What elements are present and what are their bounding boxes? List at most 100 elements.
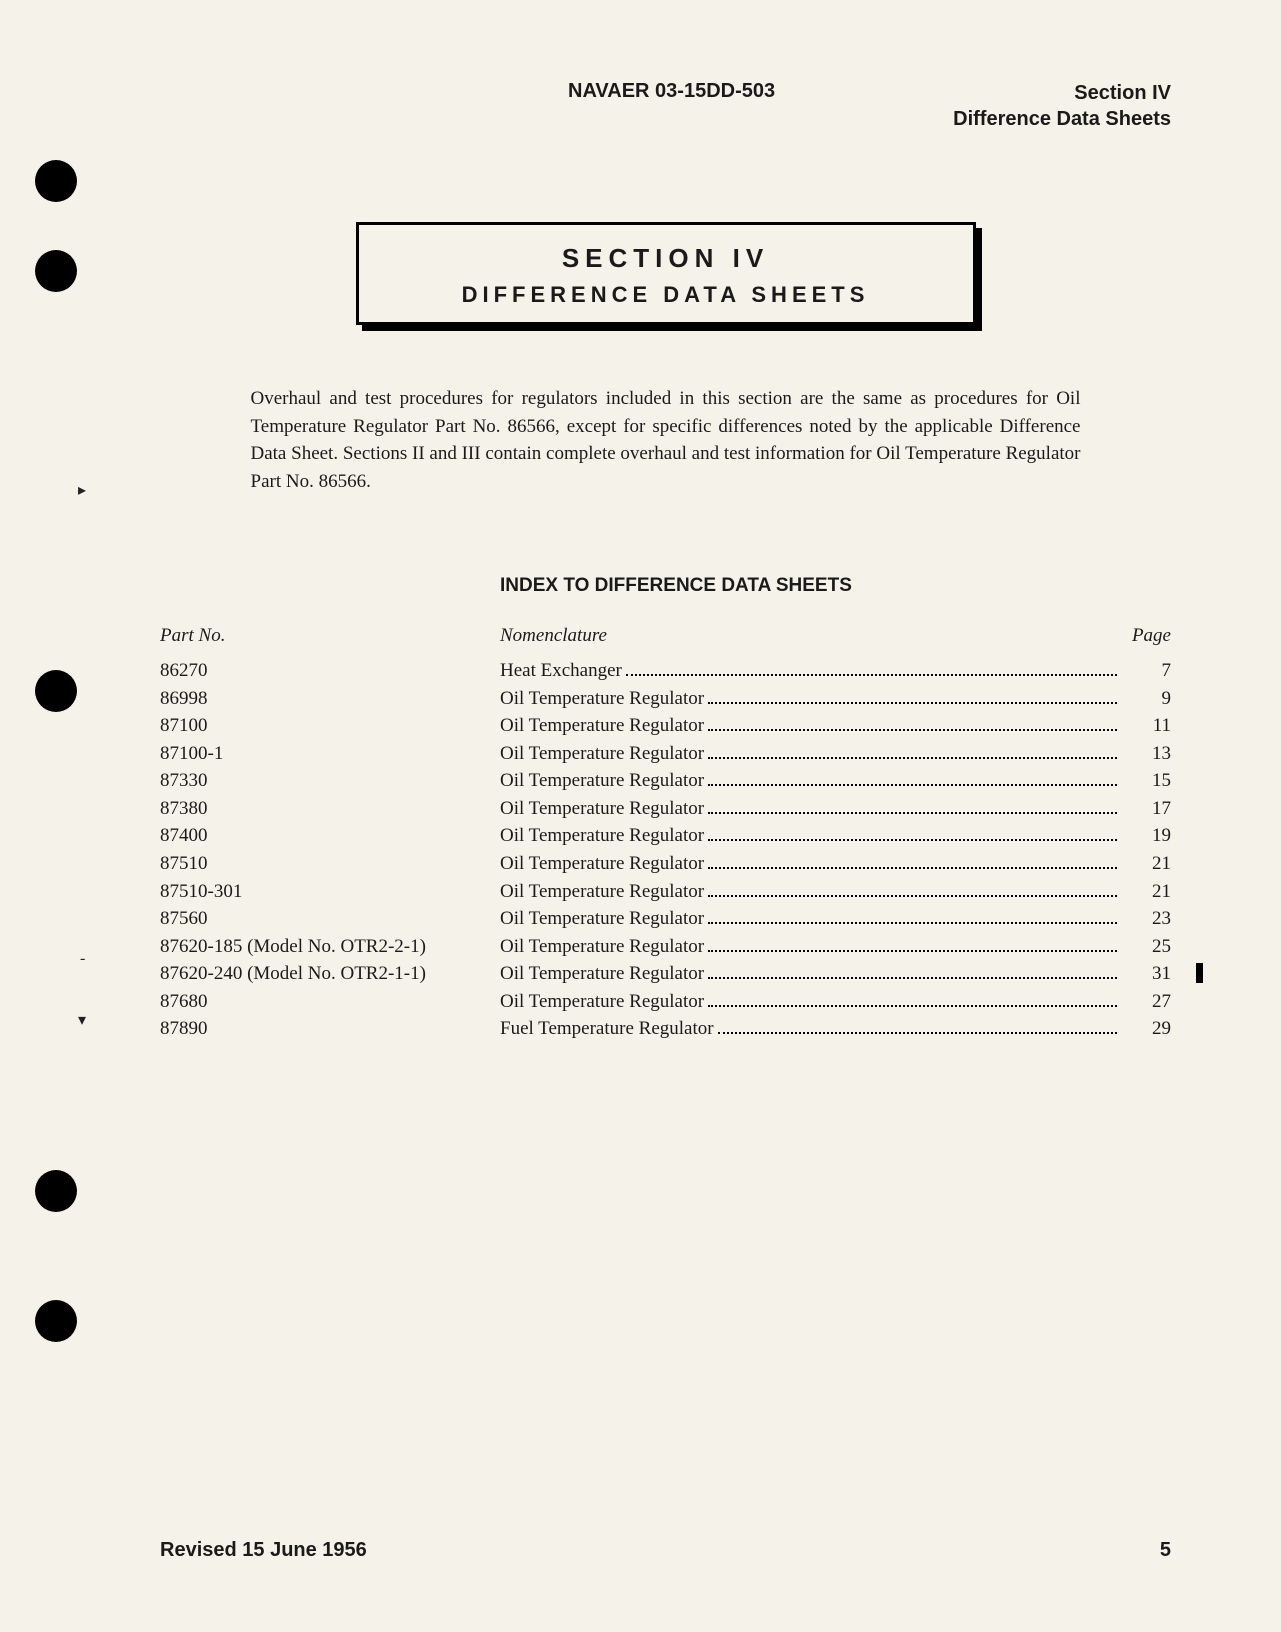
page-ref: 21 — [1121, 850, 1171, 878]
change-bar — [1196, 963, 1203, 983]
page-ref: 13 — [1121, 740, 1171, 768]
part-number: 87510 — [160, 850, 500, 878]
nomenclature-text: Oil Temperature Regulator — [500, 740, 704, 768]
page-ref: 25 — [1121, 933, 1171, 961]
nomenclature-cell: Oil Temperature Regulator — [500, 795, 1121, 823]
column-headers: Part No. Nomenclature Page — [160, 625, 1171, 647]
punch-hole — [35, 250, 77, 292]
page-ref: 19 — [1121, 822, 1171, 850]
part-number: 87890 — [160, 1015, 500, 1043]
page-ref: 7 — [1121, 657, 1171, 685]
nomenclature-text: Oil Temperature Regulator — [500, 878, 704, 906]
part-number: 87100-1 — [160, 740, 500, 768]
document-id: NAVAER 03-15DD-503 — [280, 80, 953, 103]
leader-dots — [708, 757, 1117, 759]
index-row: 87510Oil Temperature Regulator 21 — [160, 850, 1171, 878]
col-header-part: Part No. — [160, 625, 500, 647]
page-ref: 11 — [1121, 712, 1171, 740]
index-row: 87100Oil Temperature Regulator11 — [160, 712, 1171, 740]
nomenclature-text: Oil Temperature Regulator — [500, 850, 704, 878]
nomenclature-text: Fuel Temperature Regulator — [500, 1015, 714, 1043]
page-ref: 23 — [1121, 905, 1171, 933]
nomenclature-text: Oil Temperature Regulator — [500, 960, 704, 988]
leader-dots — [708, 922, 1117, 924]
leader-dots — [708, 1005, 1117, 1007]
page-ref: 31 — [1121, 960, 1171, 988]
nomenclature-cell: Oil Temperature Regulator — [500, 905, 1121, 933]
index-row: 86270Heat Exchanger 7 — [160, 657, 1171, 685]
index-row: 87680Oil Temperature Regulator 27 — [160, 988, 1171, 1016]
col-header-page: Page — [1121, 625, 1171, 647]
nomenclature-cell: Oil Temperature Regulator — [500, 685, 1121, 713]
document-page: ▸ - ▾ NAVAER 03-15DD-503 Section IV Diff… — [0, 0, 1281, 1632]
section-title-box: SECTION IV DIFFERENCE DATA SHEETS — [356, 222, 976, 325]
revised-date: Revised 15 June 1956 — [160, 1539, 367, 1562]
part-number: 87400 — [160, 822, 500, 850]
leader-dots — [718, 1032, 1117, 1034]
part-number: 87100 — [160, 712, 500, 740]
nomenclature-text: Oil Temperature Regulator — [500, 988, 704, 1016]
header-right: Section IV Difference Data Sheets — [953, 80, 1171, 132]
title-line2: DIFFERENCE DATA SHEETS — [369, 282, 963, 308]
leader-dots — [708, 867, 1117, 869]
index-row: 87100-1Oil Temperature Regulator 13 — [160, 740, 1171, 768]
leader-dots — [708, 812, 1117, 814]
nomenclature-cell: Oil Temperature Regulator — [500, 960, 1121, 988]
page-header: NAVAER 03-15DD-503 Section IV Difference… — [160, 80, 1171, 132]
index-row: 87620-240 (Model No. OTR2-1-1)Oil Temper… — [160, 960, 1171, 988]
nomenclature-cell: Oil Temperature Regulator — [500, 933, 1121, 961]
page-ref: 27 — [1121, 988, 1171, 1016]
nomenclature-text: Oil Temperature Regulator — [500, 905, 704, 933]
page-ref: 15 — [1121, 767, 1171, 795]
nomenclature-text: Oil Temperature Regulator — [500, 822, 704, 850]
col-header-nomenclature: Nomenclature — [500, 625, 1121, 647]
punch-hole — [35, 1170, 77, 1212]
page-number: 5 — [1160, 1539, 1171, 1562]
part-number: 87330 — [160, 767, 500, 795]
nomenclature-cell: Oil Temperature Regulator — [500, 740, 1121, 768]
index-table: Part No. Nomenclature Page 86270Heat Exc… — [160, 625, 1171, 1043]
nomenclature-cell: Oil Temperature Regulator — [500, 767, 1121, 795]
scan-mark: ▸ — [78, 480, 86, 500]
part-number: 87680 — [160, 988, 500, 1016]
nomenclature-cell: Oil Temperature Regulator — [500, 988, 1121, 1016]
index-row: 87330Oil Temperature Regulator 15 — [160, 767, 1171, 795]
leader-dots — [708, 950, 1117, 952]
nomenclature-cell: Oil Temperature Regulator — [500, 712, 1121, 740]
nomenclature-text: Oil Temperature Regulator — [500, 795, 704, 823]
punch-hole — [35, 160, 77, 202]
leader-dots — [708, 702, 1117, 704]
scan-mark: - — [80, 950, 85, 968]
leader-dots — [626, 674, 1117, 676]
index-row: 87620-185 (Model No. OTR2-2-1)Oil Temper… — [160, 933, 1171, 961]
page-footer: Revised 15 June 1956 5 — [160, 1539, 1171, 1562]
leader-dots — [708, 839, 1117, 841]
nomenclature-cell: Oil Temperature Regulator — [500, 850, 1121, 878]
nomenclature-cell: Fuel Temperature Regulator — [500, 1015, 1121, 1043]
index-row: 87400Oil Temperature Regulator 19 — [160, 822, 1171, 850]
nomenclature-text: Oil Temperature Regulator — [500, 685, 704, 713]
title-line1: SECTION IV — [369, 243, 963, 274]
nomenclature-cell: Heat Exchanger — [500, 657, 1121, 685]
part-number: 87380 — [160, 795, 500, 823]
index-row: 87380Oil Temperature Regulator 17 — [160, 795, 1171, 823]
part-number: 86998 — [160, 685, 500, 713]
nomenclature-cell: Oil Temperature Regulator — [500, 878, 1121, 906]
leader-dots — [708, 784, 1117, 786]
nomenclature-text: Oil Temperature Regulator — [500, 767, 704, 795]
punch-hole — [35, 670, 77, 712]
scan-mark: ▾ — [78, 1010, 86, 1030]
section-subtitle: Difference Data Sheets — [953, 106, 1171, 132]
nomenclature-text: Heat Exchanger — [500, 657, 622, 685]
part-number: 86270 — [160, 657, 500, 685]
index-row: 87560Oil Temperature Regulator 23 — [160, 905, 1171, 933]
leader-dots — [708, 977, 1117, 979]
index-row: 87510-301Oil Temperature Regulator21 — [160, 878, 1171, 906]
page-ref: 17 — [1121, 795, 1171, 823]
nomenclature-text: Oil Temperature Regulator — [500, 933, 704, 961]
part-number: 87510-301 — [160, 878, 500, 906]
index-row: 86998Oil Temperature Regulator 9 — [160, 685, 1171, 713]
part-number: 87620-185 (Model No. OTR2-2-1) — [160, 933, 500, 961]
page-ref: 9 — [1121, 685, 1171, 713]
part-number: 87560 — [160, 905, 500, 933]
